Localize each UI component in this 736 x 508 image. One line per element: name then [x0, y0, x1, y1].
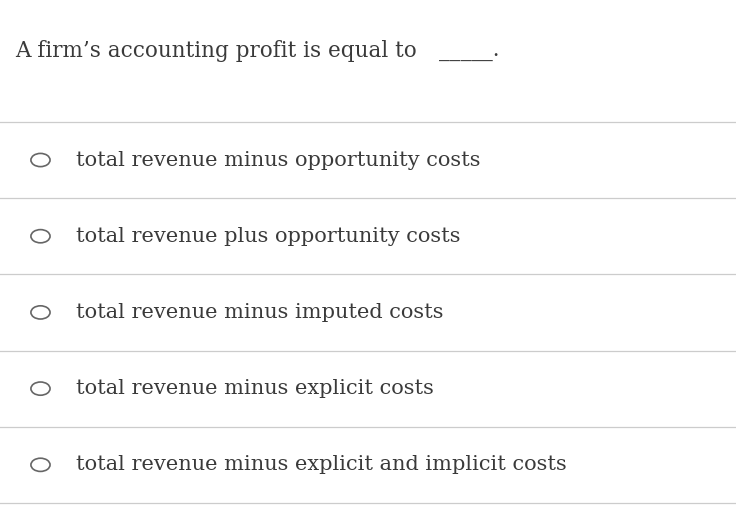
Text: total revenue minus opportunity costs: total revenue minus opportunity costs	[76, 150, 481, 170]
Text: total revenue minus imputed costs: total revenue minus imputed costs	[76, 303, 443, 322]
Text: A firm’s accounting profit is equal to: A firm’s accounting profit is equal to	[15, 40, 417, 62]
Text: total revenue plus opportunity costs: total revenue plus opportunity costs	[76, 227, 460, 246]
Text: total revenue minus explicit costs: total revenue minus explicit costs	[76, 379, 434, 398]
Text: total revenue minus explicit and implicit costs: total revenue minus explicit and implici…	[76, 455, 567, 474]
Text: _____.: _____.	[439, 40, 499, 62]
